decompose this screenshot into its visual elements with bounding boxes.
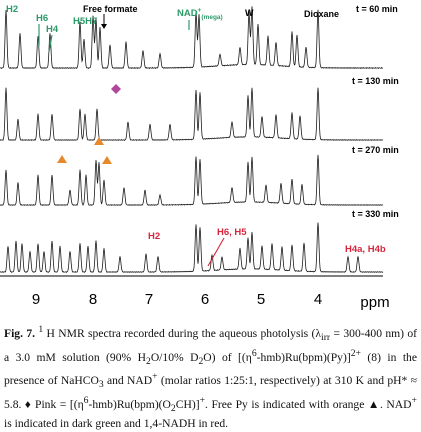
label-nadh-h4ab: H4a, H4b (345, 244, 386, 255)
nadh-h6h5-arrow (207, 237, 225, 267)
axis-tick-label: 5 (257, 291, 265, 308)
axis-tick-label: 4 (314, 291, 322, 308)
label-h5h7: H5H7 (73, 16, 97, 27)
time-label-270: t = 270 min (352, 145, 399, 155)
label-nadh-h6h5: H6, H5 (217, 227, 247, 238)
label-w: W (245, 8, 254, 18)
time-label-330: t = 330 min (352, 209, 399, 219)
figure-caption: Fig. 7. 1 H NMR spectra recorded during … (4, 324, 418, 431)
label-h4: H4 (46, 24, 59, 35)
axis-tick-label: 9 (32, 291, 40, 308)
nmr-trace (0, 222, 384, 274)
h4-arrow (48, 34, 53, 53)
nmr-trace (0, 154, 384, 206)
label-nad-mega: NAD+(mega) (177, 7, 223, 21)
orange-triangle-marker (94, 137, 104, 145)
time-label-60: t = 60 min (356, 4, 398, 14)
label-free-formate: Free formate (83, 4, 138, 14)
label-dioxane: Dioxane (304, 9, 339, 19)
orange-triangle-marker (102, 156, 112, 164)
time-label-130: t = 130 min (352, 76, 399, 86)
ppm-axis: 9 8 7 6 5 4 ppm (0, 275, 390, 311)
axis-tick-label: 7 (145, 291, 153, 308)
spectra-layer (0, 6, 384, 274)
orange-triangle-marker (57, 155, 67, 163)
label-h2: H2 (6, 4, 18, 15)
axis-unit: ppm (360, 294, 389, 311)
label-h6: H6 (36, 13, 48, 24)
nmr-trace (0, 87, 384, 142)
top-annotations: H2 H6 H4 Free formate H5H7 NAD+(mega) W … (6, 4, 339, 53)
axis-tick-label: 6 (201, 291, 209, 308)
nmr-trace (0, 6, 384, 70)
axis-tick-label: 8 (89, 291, 97, 308)
nmr-figure: H2 H6 H4 Free formate H5H7 NAD+(mega) W … (0, 4, 399, 311)
pink-diamond-marker (111, 84, 121, 94)
label-nadh-h2: H2 (148, 231, 160, 242)
caption-label: Fig. 7. (4, 326, 36, 340)
bottom-annotations: H2 H6, H5 H4a, H4b (148, 227, 386, 267)
free-formate-arrowhead (101, 24, 107, 29)
